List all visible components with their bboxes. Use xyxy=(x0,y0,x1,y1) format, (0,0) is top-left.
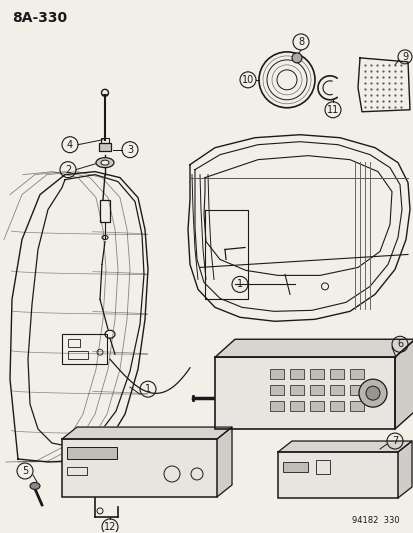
Bar xyxy=(101,138,109,143)
Circle shape xyxy=(365,386,379,400)
Polygon shape xyxy=(216,427,231,497)
Text: 94182  330: 94182 330 xyxy=(351,516,399,526)
Bar xyxy=(214,357,394,429)
Bar xyxy=(67,467,87,475)
Bar xyxy=(269,401,283,411)
Bar xyxy=(329,385,343,395)
Text: 2: 2 xyxy=(65,165,71,175)
Circle shape xyxy=(358,379,386,407)
Bar xyxy=(100,199,110,222)
Bar xyxy=(269,385,283,395)
Polygon shape xyxy=(62,427,231,439)
Text: 3: 3 xyxy=(127,144,133,155)
Polygon shape xyxy=(397,441,411,498)
Text: 1: 1 xyxy=(236,279,242,289)
Bar xyxy=(62,439,216,497)
Bar xyxy=(277,452,397,498)
Text: 1: 1 xyxy=(145,384,151,394)
Bar xyxy=(67,447,117,459)
Text: 7: 7 xyxy=(391,436,397,446)
Bar xyxy=(349,385,363,395)
Bar xyxy=(349,369,363,379)
Ellipse shape xyxy=(101,160,109,165)
Circle shape xyxy=(291,53,301,63)
Ellipse shape xyxy=(30,482,40,489)
Bar xyxy=(329,369,343,379)
Bar xyxy=(315,460,329,474)
Text: 12: 12 xyxy=(104,522,116,532)
Ellipse shape xyxy=(96,158,114,168)
Text: 11: 11 xyxy=(326,105,338,115)
Text: 8: 8 xyxy=(297,37,303,47)
Polygon shape xyxy=(394,340,413,429)
Text: 5: 5 xyxy=(22,466,28,476)
Polygon shape xyxy=(277,441,411,452)
Bar xyxy=(68,340,80,347)
Bar xyxy=(282,462,307,472)
Bar xyxy=(309,401,323,411)
Polygon shape xyxy=(214,340,413,357)
Text: 10: 10 xyxy=(241,75,254,85)
Text: 8A-330: 8A-330 xyxy=(12,11,67,25)
Text: 6: 6 xyxy=(396,340,402,349)
Text: 9: 9 xyxy=(401,52,407,62)
Bar xyxy=(289,401,303,411)
Bar xyxy=(99,143,111,151)
Text: 4: 4 xyxy=(67,140,73,150)
Bar xyxy=(62,334,107,364)
Bar xyxy=(289,369,303,379)
Bar xyxy=(309,369,323,379)
Bar xyxy=(329,401,343,411)
Bar xyxy=(269,369,283,379)
Bar xyxy=(349,401,363,411)
Bar xyxy=(289,385,303,395)
Bar xyxy=(309,385,323,395)
Bar xyxy=(68,351,88,359)
